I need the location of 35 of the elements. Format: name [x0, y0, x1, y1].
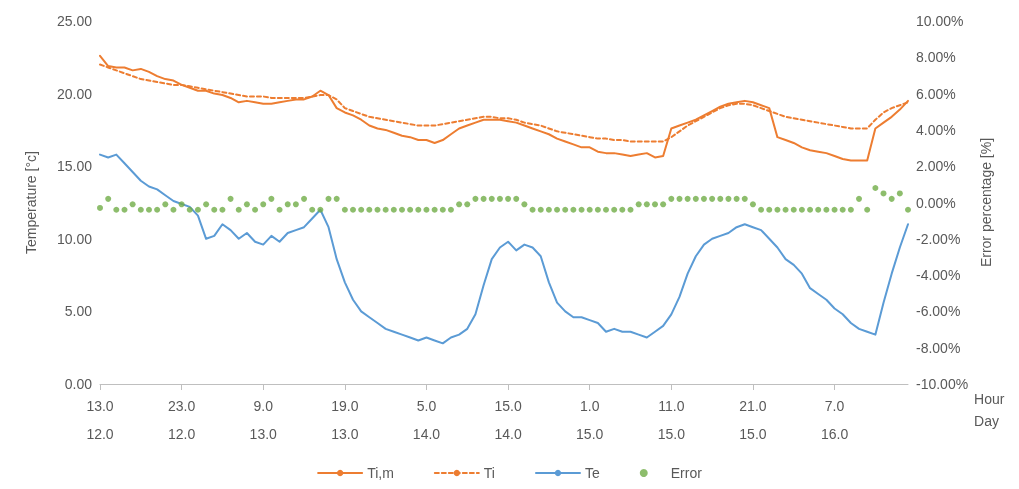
legend-label: Ti [483, 465, 495, 481]
legend-label: Ti,m [367, 465, 394, 481]
x-tick-label: 11.0 15.0 [657, 398, 686, 442]
y2-tick-label: -2.00% [916, 230, 961, 247]
y2-tick-label: 6.00% [916, 85, 956, 102]
y-tick-label: 15.00 [56, 158, 93, 175]
y2-tick-label: -4.00% [916, 267, 961, 284]
x-axis-title: Hour Day [974, 391, 1005, 429]
y2-tick-label: 10.00% [916, 13, 964, 29]
y2-axis-title: Error percentage [%] [978, 137, 995, 268]
y2-tick-label: -8.00% [916, 339, 961, 356]
y-axis-title: Temperature [°c] [23, 151, 39, 254]
y2-tick-label: 0.00% [916, 194, 956, 211]
x-tick-label: 7.0 16.0 [820, 398, 849, 442]
y2-tick-label: -6.00% [916, 303, 961, 320]
y-tick-label: 5.00 [64, 303, 93, 320]
x-tick-label: 5.0 14.0 [412, 398, 441, 442]
x-tick-label: 9.0 13.0 [249, 398, 278, 442]
legend-label: Error [670, 465, 703, 481]
x-tick-label: 23.0 12.0 [167, 398, 196, 442]
x-tick-label: 21.0 15.0 [739, 398, 767, 442]
line-series [99, 153, 909, 345]
y2-tick-label: -10.00% [916, 376, 969, 392]
legend-label: Te [584, 465, 600, 481]
y-tick-label: 10.00 [56, 230, 93, 247]
x-tick-label: 13.0 12.0 [86, 398, 114, 442]
y-tick-label: 25.00 [56, 13, 93, 29]
y2-tick-label: 2.00% [916, 158, 956, 175]
y2-tick-label: 8.00% [916, 49, 956, 66]
y2-tick-label: 4.00% [916, 121, 956, 138]
x-tick-label: 19.0 13.0 [331, 398, 359, 442]
y-tick-label: 0.00 [64, 376, 93, 392]
y-tick-label: 20.00 [56, 85, 93, 102]
x-tick-label: 1.0 15.0 [576, 398, 604, 442]
x-tick-label: 15.0 14.0 [494, 398, 522, 442]
